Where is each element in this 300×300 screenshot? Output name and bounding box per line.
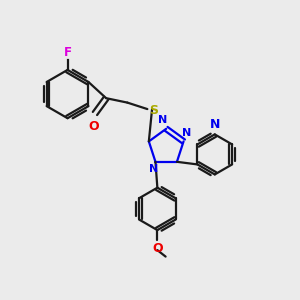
- Text: N: N: [210, 118, 220, 131]
- Text: N: N: [158, 115, 167, 125]
- Text: O: O: [88, 120, 99, 133]
- Text: N: N: [182, 128, 191, 138]
- Text: N: N: [149, 164, 159, 174]
- Text: F: F: [64, 46, 72, 59]
- Text: O: O: [152, 242, 163, 255]
- Text: S: S: [149, 104, 158, 117]
